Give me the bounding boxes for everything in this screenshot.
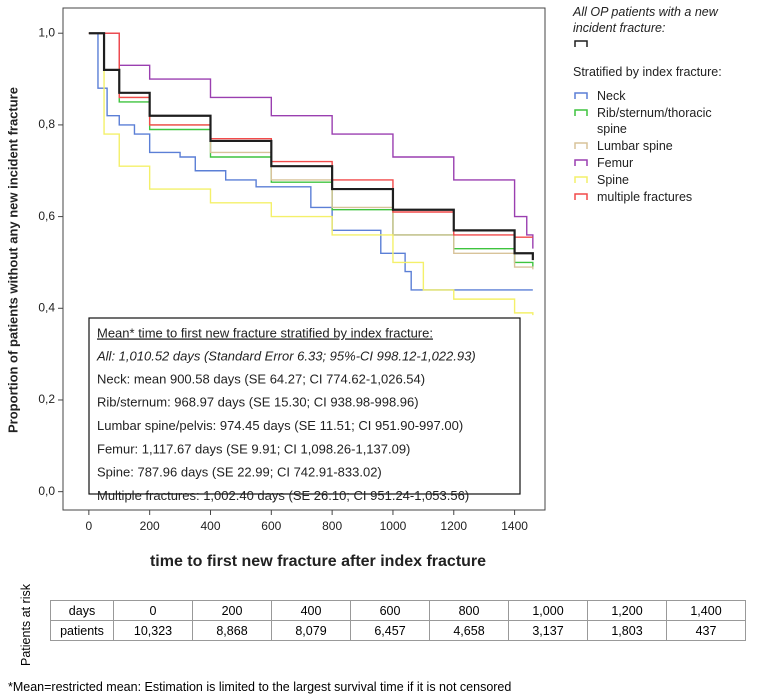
x-tick-label: 0	[86, 519, 93, 533]
y-tick-label: 0,8	[38, 117, 55, 131]
risk-cell: 1,803	[587, 620, 667, 641]
annotation-title: Mean* time to first new fracture stratif…	[97, 325, 433, 340]
y-axis-label: Proportion of patients without any new i…	[5, 87, 20, 433]
survival-curve	[88, 32, 534, 261]
survival-curve	[88, 32, 534, 268]
plot-frame	[62, 7, 546, 511]
risk-cell: patients	[50, 620, 114, 641]
annotation-line: Rib/sternum: 968.97 days (SE 15.30; CI 9…	[97, 395, 419, 410]
y-tick-label: 1,0	[38, 25, 55, 39]
risk-cell: 600	[350, 600, 430, 621]
survival-curve	[88, 32, 533, 291]
annotation-line: Spine: 787.96 days (SE 22.99; CI 742.91-…	[97, 465, 382, 480]
x-tick-label: 1200	[440, 519, 467, 533]
x-axis-label: time to first new fracture after index f…	[150, 553, 486, 570]
legend-item	[573, 38, 758, 54]
legend-line	[574, 142, 588, 149]
legend-symbol	[574, 40, 588, 47]
risk-cell: 8,868	[192, 620, 272, 641]
risk-row: patients 10,323 8,868 8,079 6,457 4,658 3,137 1…	[50, 620, 746, 641]
legend-line	[574, 109, 588, 116]
x-tick-label: 1400	[501, 519, 528, 533]
legend-item: Spine	[573, 172, 758, 188]
legend-line	[574, 176, 588, 183]
annotation-all: All: 1,010.52 days (Standard Error 6.33;…	[96, 348, 476, 363]
legend-item: Neck	[573, 88, 758, 104]
y-tick-label: 0,0	[38, 484, 55, 498]
y-tick-label: 0,2	[38, 392, 55, 406]
x-tick-label: 400	[200, 519, 220, 533]
legend-item: multiple fractures	[573, 189, 758, 205]
annotation-line: Lumbar spine/pelvis: 974.45 days (SE 11.…	[97, 418, 463, 433]
legend-label: Spine	[597, 173, 629, 187]
risk-cell: 200	[192, 600, 272, 621]
legend-line	[574, 159, 588, 166]
y-tick-label: 0,4	[38, 300, 55, 314]
risk-table-label: Patients at risk	[19, 584, 33, 666]
risk-cell: 10,323	[113, 620, 193, 641]
legend-line	[574, 92, 588, 99]
survival-curve	[88, 32, 534, 270]
risk-cell: 1,200	[587, 600, 667, 621]
annotation-line: Femur: 1,117.67 days (SE 9.91; CI 1,098.…	[97, 441, 410, 456]
survival-curve	[88, 32, 534, 249]
x-tick-label: 800	[322, 519, 342, 533]
risk-cell: 1,400	[666, 600, 746, 621]
x-tick-label: 600	[261, 519, 281, 533]
risk-cell: 6,457	[350, 620, 430, 641]
risk-cell: 400	[271, 600, 351, 621]
risk-cell: days	[50, 600, 114, 621]
risk-row: days 0 200 400 600 800 1,000 1,200 1,400	[50, 600, 746, 621]
risk-cell: 4,658	[429, 620, 509, 641]
x-tick-label: 200	[140, 519, 160, 533]
legend-line	[574, 40, 588, 47]
legend: All OP patients with a new incident frac…	[573, 4, 758, 206]
risk-cell: 0	[113, 600, 193, 621]
chart: Proportion of patients without any new i…	[5, 7, 546, 570]
risk-cell: 1,000	[508, 600, 588, 621]
legend-symbol	[574, 193, 588, 200]
legend-symbol	[574, 109, 588, 116]
legend-label: Neck	[597, 89, 626, 103]
risk-cell: 437	[666, 620, 746, 641]
legend-item: Rib/sternum/thoracic spine	[573, 105, 758, 137]
legend-symbol	[574, 92, 588, 99]
risk-cell: 800	[429, 600, 509, 621]
survival-curve	[88, 32, 534, 316]
risk-cell: 8,079	[271, 620, 351, 641]
y-tick-label: 0,6	[38, 209, 55, 223]
x-tick-label: 1000	[380, 519, 407, 533]
legend-label: Femur	[597, 156, 634, 170]
legend-item: Lumbar spine	[573, 138, 758, 154]
risk-cell: 3,137	[508, 620, 588, 641]
legend-label: Rib/sternum/thoracic spine	[597, 106, 712, 136]
risk-table: days 0 200 400 600 800 1,000 1,200 1,400 patients…	[50, 600, 746, 641]
legend-label: multiple fractures	[597, 190, 693, 204]
annotation-box	[88, 317, 521, 495]
legend-symbol	[574, 142, 588, 149]
legend-symbol	[574, 176, 588, 183]
legend-symbol	[574, 159, 588, 166]
survival-curve	[88, 32, 533, 238]
legend-item: Femur	[573, 155, 758, 171]
legend-title: All OP patients with a new incident frac…	[573, 5, 718, 35]
annotation-line: Multiple fractures: 1,002.40 days (SE 26…	[97, 488, 469, 503]
annotation-line: Neck: mean 900.58 days (SE 64.27; CI 774…	[97, 371, 425, 386]
footnote: *Mean=restricted mean: Estimation is lim…	[8, 680, 512, 694]
legend-line	[574, 193, 588, 200]
legend-subtitle: Stratified by index fracture:	[573, 65, 722, 79]
legend-label: Lumbar spine	[597, 139, 673, 153]
